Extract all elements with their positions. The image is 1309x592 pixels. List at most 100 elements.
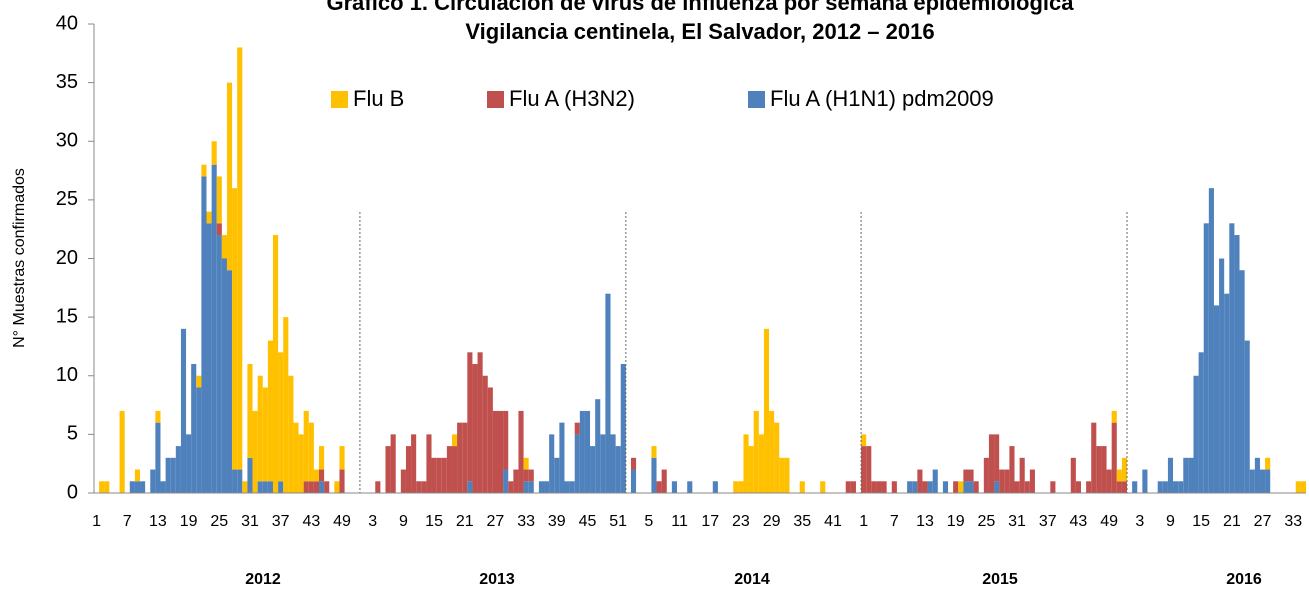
bar-segment [201, 176, 207, 494]
chart-title: Gráfico 1. Circulación de virus de influ… [327, 0, 1075, 15]
bar-segment [733, 481, 739, 493]
bar-segment [426, 434, 432, 493]
bar-segment [308, 422, 314, 482]
bar-segment [375, 481, 381, 493]
bar-segment [953, 481, 959, 493]
bar-segment [584, 410, 591, 493]
bar-segment [942, 481, 949, 493]
bar-segment [242, 481, 248, 493]
bar-segment [861, 446, 867, 493]
x-tick-label: 5 [644, 513, 653, 530]
bar-segment [498, 410, 504, 493]
bar-segment [1111, 422, 1117, 493]
bar-segment [1193, 375, 1199, 493]
bar-segment [257, 481, 263, 493]
bar-segment [1106, 469, 1112, 493]
bar-segment [738, 481, 744, 493]
bar-segment [784, 457, 790, 493]
bar-segment [1029, 469, 1035, 493]
bar-segment [262, 387, 268, 482]
bar-segment [1254, 457, 1260, 493]
bar-segment [651, 457, 657, 493]
bar-segment [150, 469, 156, 493]
x-tick-label: 29 [763, 513, 781, 530]
bar-segment [1178, 481, 1184, 493]
bar-segment [237, 47, 243, 470]
bar-segment [462, 422, 468, 493]
y-tick-label: 30 [56, 130, 78, 152]
bar-segment [544, 481, 550, 493]
bar-segment [308, 481, 314, 493]
bar-segment [313, 481, 320, 493]
x-tick-label: 13 [149, 513, 167, 530]
bar-segment [119, 410, 125, 493]
bar-segment [503, 410, 509, 470]
bar-segment [963, 469, 969, 482]
bar-segment [958, 481, 964, 493]
bar-segment [278, 352, 284, 482]
bar-segment [774, 422, 780, 493]
bar-segment [661, 469, 667, 493]
bar-segment [574, 434, 580, 493]
legend-swatch [331, 91, 348, 108]
bar-segment [988, 434, 995, 493]
bar-segment [907, 481, 913, 493]
bar-segment [513, 469, 519, 493]
bar-segment [405, 446, 412, 493]
bar-segment [226, 270, 233, 493]
bar-segment [206, 211, 212, 224]
y-tick-label: 10 [56, 364, 78, 386]
bar-segment [1183, 457, 1189, 493]
bar-segment [457, 422, 463, 493]
bar-segment [891, 481, 897, 493]
bar-segment [845, 481, 851, 493]
bar-segment [917, 469, 923, 493]
bar-segment [421, 481, 427, 493]
x-tick-label: 49 [333, 513, 351, 530]
bar-segment [319, 481, 325, 493]
bar-segment [1004, 469, 1010, 493]
bar-segment [528, 469, 534, 482]
x-tick-label: 23 [732, 513, 750, 530]
bar-segment [1014, 481, 1020, 493]
bar-segment [262, 481, 268, 493]
bar-segment [472, 364, 478, 493]
bar-segment [1229, 223, 1235, 493]
bar-segment [390, 434, 396, 493]
bar-segment [1116, 481, 1122, 493]
bar-segment [538, 481, 545, 493]
bar-segment [339, 446, 345, 470]
y-tick-label: 5 [67, 423, 78, 445]
bar-segment [518, 410, 524, 493]
bar-segment [1249, 469, 1255, 493]
year-label: 2013 [479, 571, 515, 588]
bar-segment [334, 481, 340, 493]
bar-segment [1075, 481, 1081, 493]
bar-segment [600, 434, 606, 493]
bar-segment [441, 457, 447, 493]
bar-segment [1121, 481, 1128, 493]
bar-segment [416, 481, 422, 493]
y-tick-label: 20 [56, 247, 78, 269]
bar-segment [1091, 422, 1097, 493]
bar-segment [175, 446, 181, 493]
bar-segment [1244, 340, 1250, 493]
bar-segment [436, 457, 442, 493]
bar-segment [927, 481, 933, 493]
bar-segment [912, 481, 918, 493]
bar-segment [1173, 481, 1179, 493]
bar-segment [1142, 469, 1148, 493]
bar-segment [748, 446, 754, 493]
bar-segment [523, 469, 529, 482]
bar-segment [605, 293, 611, 493]
bar-segment [267, 481, 273, 493]
bar-segment [932, 469, 938, 493]
bar-segment [861, 434, 867, 447]
bar-segment [1295, 481, 1301, 493]
legend-swatch [748, 91, 765, 108]
bar-segment [221, 258, 227, 493]
bar-segment [1219, 258, 1225, 493]
x-tick-label: 39 [548, 513, 566, 530]
bar-segment [232, 469, 238, 493]
